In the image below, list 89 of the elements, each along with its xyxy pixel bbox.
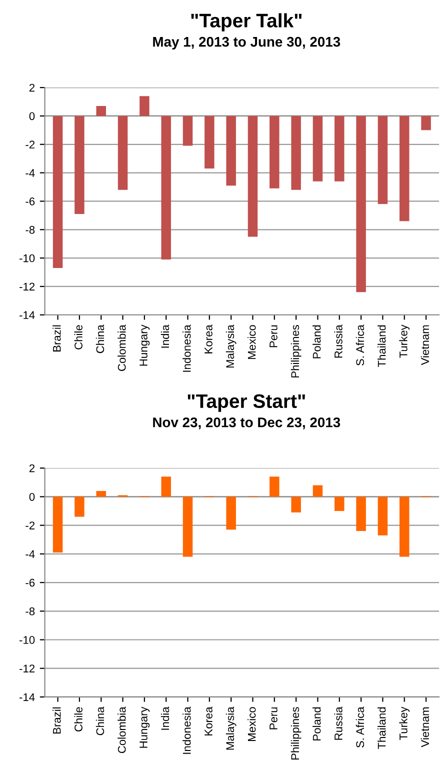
bar xyxy=(378,496,388,536)
x-tick-label: Korea xyxy=(204,706,212,736)
x-tick-label: Chile xyxy=(74,325,82,350)
x-tick-label: Malaysia xyxy=(226,324,236,368)
bar xyxy=(118,116,128,190)
x-tick-label: Thailand xyxy=(378,325,386,367)
x-tick-label: Thailand xyxy=(378,707,386,750)
x-tick-label: Russia xyxy=(334,706,342,740)
bar xyxy=(270,116,280,188)
y-tick-label: -4 xyxy=(26,550,35,558)
y-tick-label: -10 xyxy=(20,636,35,644)
bar xyxy=(291,116,301,190)
bar xyxy=(270,476,280,497)
x-tick-label: China xyxy=(96,324,104,354)
x-tick-label: India xyxy=(160,324,170,348)
bar xyxy=(161,476,171,497)
bar xyxy=(226,496,236,530)
bar xyxy=(334,496,344,512)
y-tick-label: -10 xyxy=(20,254,35,262)
bar xyxy=(291,496,301,512)
bar xyxy=(182,496,193,557)
y-tick-label: -12 xyxy=(20,282,35,290)
y-tick-label: -4 xyxy=(26,169,35,177)
x-tick-label: Vietnam xyxy=(420,707,430,748)
x-tick-label: Colombia xyxy=(118,324,126,371)
x-tick-label: Philippines xyxy=(290,707,302,760)
bar xyxy=(226,116,236,186)
x-tick-label: Poland xyxy=(312,325,321,358)
x-tick-label: Russia xyxy=(334,324,342,358)
y-tick-label: -6 xyxy=(26,578,35,587)
x-tick-label: S. Africa xyxy=(356,324,364,366)
x-tick-label: Poland xyxy=(312,707,321,740)
bar xyxy=(52,496,63,552)
x-tick-label: Mexico xyxy=(248,707,256,741)
bar xyxy=(182,116,193,146)
bar xyxy=(334,116,344,182)
y-tick-label: -2 xyxy=(26,140,35,148)
x-tick-label: Malaysia xyxy=(226,706,236,750)
bar xyxy=(421,116,431,130)
bar xyxy=(96,106,106,116)
bar xyxy=(400,116,410,222)
y-tick-label: -14 xyxy=(20,311,35,319)
x-tick-label: Brazil xyxy=(52,325,61,352)
bar xyxy=(74,496,84,517)
x-tick-label: Peru xyxy=(270,325,278,348)
bar xyxy=(400,496,410,557)
y-tick-label: -12 xyxy=(20,664,35,672)
y-tick-label: -8 xyxy=(26,607,35,616)
x-tick-label: India xyxy=(160,706,170,730)
x-tick-label: Peru xyxy=(270,707,278,730)
x-tick-label: Hungary xyxy=(140,706,150,748)
x-tick-label: Vietnam xyxy=(420,325,430,366)
y-tick-label: -14 xyxy=(20,693,35,701)
x-tick-label: Korea xyxy=(204,324,212,354)
x-tick-label: Colombia xyxy=(118,706,126,754)
x-tick-label: Philippines xyxy=(290,325,302,378)
chart-subtitle: Nov 23, 2013 to Dec 23, 2013 xyxy=(153,417,340,430)
x-tick-label: Hungary xyxy=(140,324,150,366)
chart-title: "Taper Talk" xyxy=(191,13,302,32)
x-tick-label: Chile xyxy=(74,707,82,732)
y-tick-label: -6 xyxy=(26,197,35,206)
x-tick-label: Indonesia xyxy=(182,324,191,372)
x-tick-label: Indonesia xyxy=(182,706,191,754)
bar xyxy=(74,116,84,214)
x-tick-label: Mexico xyxy=(248,325,256,359)
bar xyxy=(140,96,150,116)
bar xyxy=(356,496,366,532)
y-tick-label: 0 xyxy=(29,492,35,501)
x-tick-label: China xyxy=(96,706,104,736)
x-tick-label: Brazil xyxy=(52,707,61,734)
bar xyxy=(161,116,171,260)
bar xyxy=(356,116,366,292)
bar xyxy=(312,485,323,497)
bar xyxy=(96,490,106,497)
y-tick-label: 2 xyxy=(29,464,35,472)
bar xyxy=(378,116,388,204)
x-tick-label: Turkey xyxy=(399,324,410,358)
y-tick-label: 0 xyxy=(29,112,35,120)
x-tick-label: Turkey xyxy=(399,706,410,740)
chart-title: "Taper Start" xyxy=(188,394,305,412)
bar xyxy=(312,116,323,182)
bar xyxy=(52,116,63,268)
bar xyxy=(248,116,258,237)
y-tick-label: 2 xyxy=(29,84,35,92)
bar xyxy=(204,116,214,169)
chart-subtitle: May 1, 2013 to June 30, 2013 xyxy=(153,36,340,50)
y-tick-label: -8 xyxy=(26,226,35,234)
y-tick-label: -2 xyxy=(26,522,35,530)
x-tick-label: S. Africa xyxy=(356,706,364,748)
